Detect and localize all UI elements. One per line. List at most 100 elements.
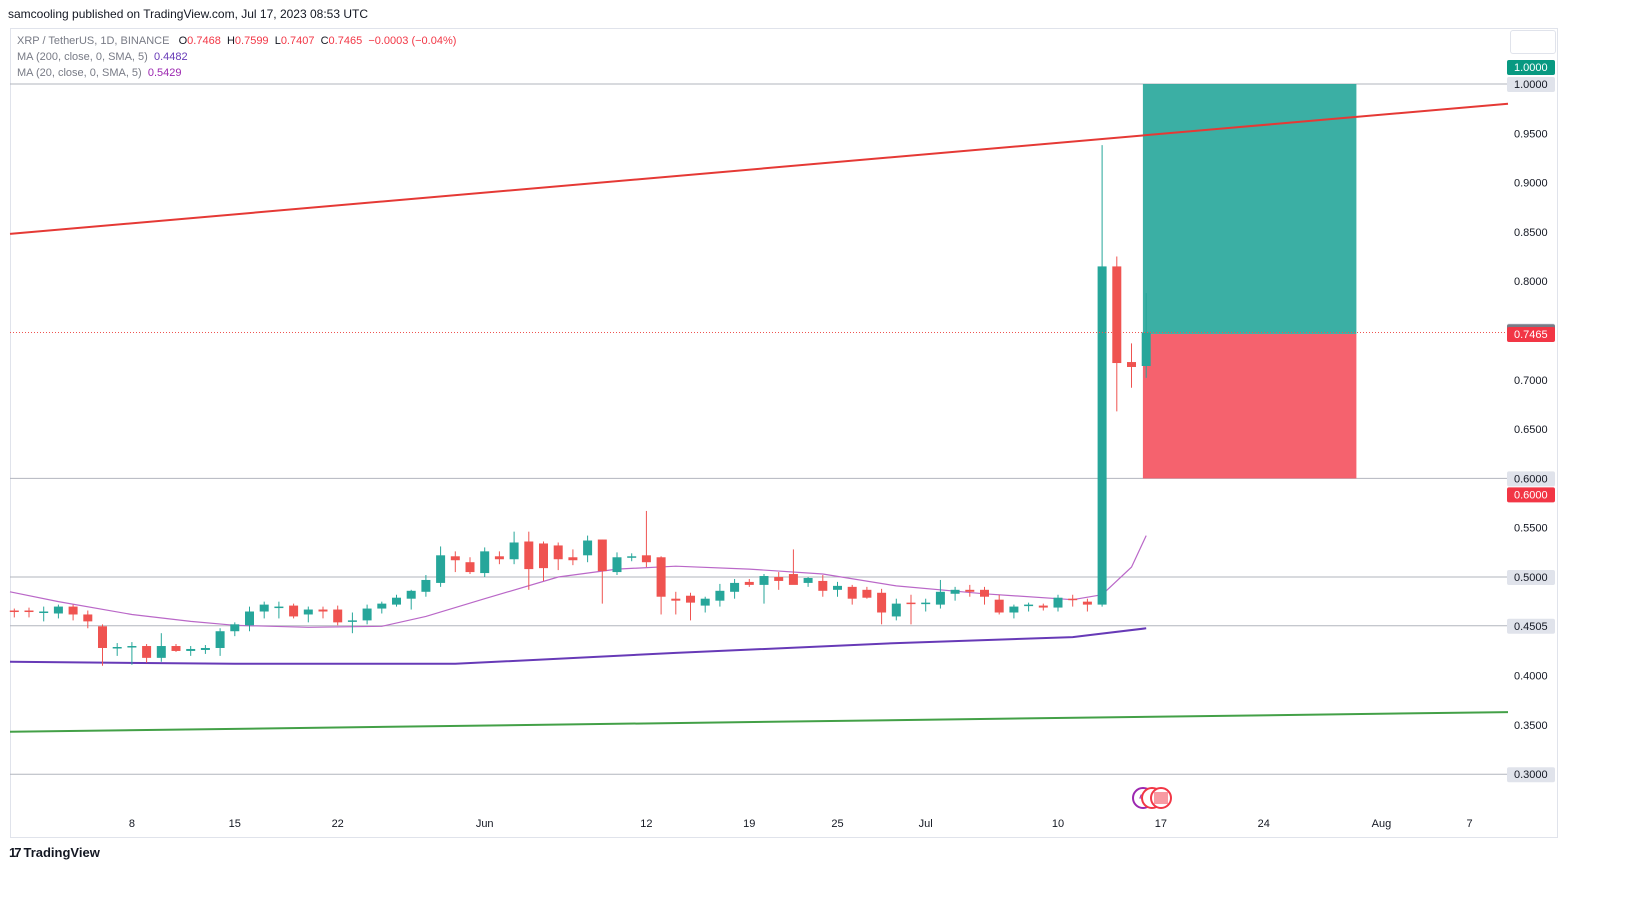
candle-down[interactable]: [494, 551, 504, 565]
target-zone[interactable]: [1142, 84, 1357, 334]
candle-down[interactable]: [568, 549, 578, 566]
candle-down[interactable]: [656, 556, 666, 615]
candle-down[interactable]: [553, 542, 563, 571]
candle-up[interactable]: [700, 596, 710, 613]
candle-up[interactable]: [215, 628, 225, 656]
candle-down[interactable]: [862, 586, 872, 599]
candle-body: [509, 542, 519, 560]
candle-down[interactable]: [671, 591, 681, 615]
candle-down[interactable]: [539, 541, 548, 581]
candle-up[interactable]: [156, 633, 166, 662]
candle-up[interactable]: [362, 604, 372, 625]
price-badge-stop[interactable]: 0.6000: [1507, 487, 1555, 503]
price-badge-level[interactable]: 0.5000: [1507, 570, 1555, 585]
candle-up[interactable]: [935, 579, 945, 609]
candle-up[interactable]: [230, 622, 240, 637]
candle-up[interactable]: [1141, 293, 1151, 378]
candle-down[interactable]: [98, 624, 107, 666]
candle-up[interactable]: [127, 642, 137, 665]
candle-up[interactable]: [245, 606, 254, 632]
candle-down[interactable]: [847, 584, 857, 605]
candle-up[interactable]: [803, 577, 813, 587]
ma200-line[interactable]: [9, 627, 1147, 665]
candle-up[interactable]: [406, 589, 416, 610]
candle-up[interactable]: [259, 601, 269, 619]
candle-up[interactable]: [112, 643, 122, 656]
price-badge-level[interactable]: 1.0000: [1507, 77, 1555, 92]
candle-up[interactable]: [377, 601, 387, 614]
price-badge-level[interactable]: 0.6000: [1507, 471, 1555, 487]
candle-down[interactable]: [965, 584, 975, 597]
price-badge-entry[interactable]: 0.7465: [1507, 326, 1555, 342]
price-badge-level[interactable]: 0.4505: [1507, 618, 1555, 634]
candle-down[interactable]: [450, 551, 460, 573]
candle-down[interactable]: [171, 644, 181, 652]
brand-name: TradingView: [23, 845, 100, 860]
candle-up[interactable]: [730, 578, 740, 599]
candle-down[interactable]: [465, 557, 475, 575]
candle-down[interactable]: [9, 608, 19, 618]
candle-up[interactable]: [1009, 604, 1019, 619]
candle-down[interactable]: [318, 606, 328, 619]
candle-up[interactable]: [891, 598, 901, 621]
candle-down[interactable]: [788, 549, 798, 585]
candle-down[interactable]: [906, 594, 916, 625]
candle-down[interactable]: [818, 575, 828, 597]
candle-down[interactable]: [1112, 256, 1122, 412]
candle-down[interactable]: [774, 572, 784, 590]
candle-up[interactable]: [421, 575, 431, 597]
candle-down[interactable]: [877, 588, 887, 625]
candle-down[interactable]: [142, 644, 152, 663]
legend-ma20-row[interactable]: MA (20, close, 0, SMA, 5) 0.5429: [17, 65, 456, 81]
candle-up[interactable]: [392, 594, 401, 607]
candle-up[interactable]: [39, 606, 49, 622]
support-trend-line[interactable]: [9, 711, 1509, 733]
chart-settings-box[interactable]: [1510, 30, 1556, 54]
candle-down[interactable]: [24, 607, 34, 618]
candle-down[interactable]: [1068, 594, 1078, 607]
candle-down[interactable]: [524, 531, 534, 590]
stop-zone[interactable]: [1142, 333, 1357, 479]
candle-up[interactable]: [921, 598, 931, 612]
candle-down[interactable]: [994, 594, 1004, 615]
candle-up[interactable]: [1097, 145, 1107, 607]
price-badge-level[interactable]: 0.3000: [1507, 767, 1555, 783]
candle-up[interactable]: [53, 604, 63, 619]
candle-down[interactable]: [1038, 603, 1048, 611]
candle-up[interactable]: [583, 535, 593, 563]
candle-up[interactable]: [833, 581, 842, 597]
resistance-trend-line[interactable]: [9, 102, 1509, 235]
candle-up[interactable]: [347, 612, 357, 634]
tradingview-logo[interactable]: 17 TradingView: [9, 845, 100, 860]
candle-down[interactable]: [744, 578, 754, 587]
candle-up[interactable]: [627, 553, 637, 562]
candle-down[interactable]: [980, 586, 989, 605]
candle-down[interactable]: [597, 539, 607, 604]
candle-up[interactable]: [436, 546, 446, 587]
candle-up[interactable]: [715, 583, 725, 607]
candle-up[interactable]: [480, 547, 490, 577]
candle-down[interactable]: [68, 604, 78, 621]
candle-down[interactable]: [333, 605, 343, 626]
candle-up[interactable]: [274, 601, 284, 619]
ma20-line[interactable]: [9, 535, 1147, 628]
price-badge-target[interactable]: 1.0000: [1507, 60, 1555, 75]
candle-up[interactable]: [186, 646, 196, 656]
candle-up[interactable]: [303, 606, 313, 623]
candle-down[interactable]: [83, 610, 93, 629]
candle-up[interactable]: [200, 645, 210, 654]
candle-down[interactable]: [1082, 598, 1092, 612]
candle-down[interactable]: [686, 592, 695, 621]
candle-up[interactable]: [1053, 594, 1063, 612]
candle-down[interactable]: [641, 510, 651, 568]
candle-up[interactable]: [612, 552, 622, 576]
candle-up[interactable]: [1024, 602, 1034, 612]
candle-up[interactable]: [759, 574, 769, 604]
legend-ma200-row[interactable]: MA (200, close, 0, SMA, 5) 0.4482: [17, 49, 456, 65]
candle-down[interactable]: [1127, 343, 1136, 388]
candle-up[interactable]: [509, 531, 519, 565]
candle-body: [627, 556, 637, 558]
candle-down[interactable]: [289, 603, 299, 619]
candle-up[interactable]: [950, 586, 960, 601]
